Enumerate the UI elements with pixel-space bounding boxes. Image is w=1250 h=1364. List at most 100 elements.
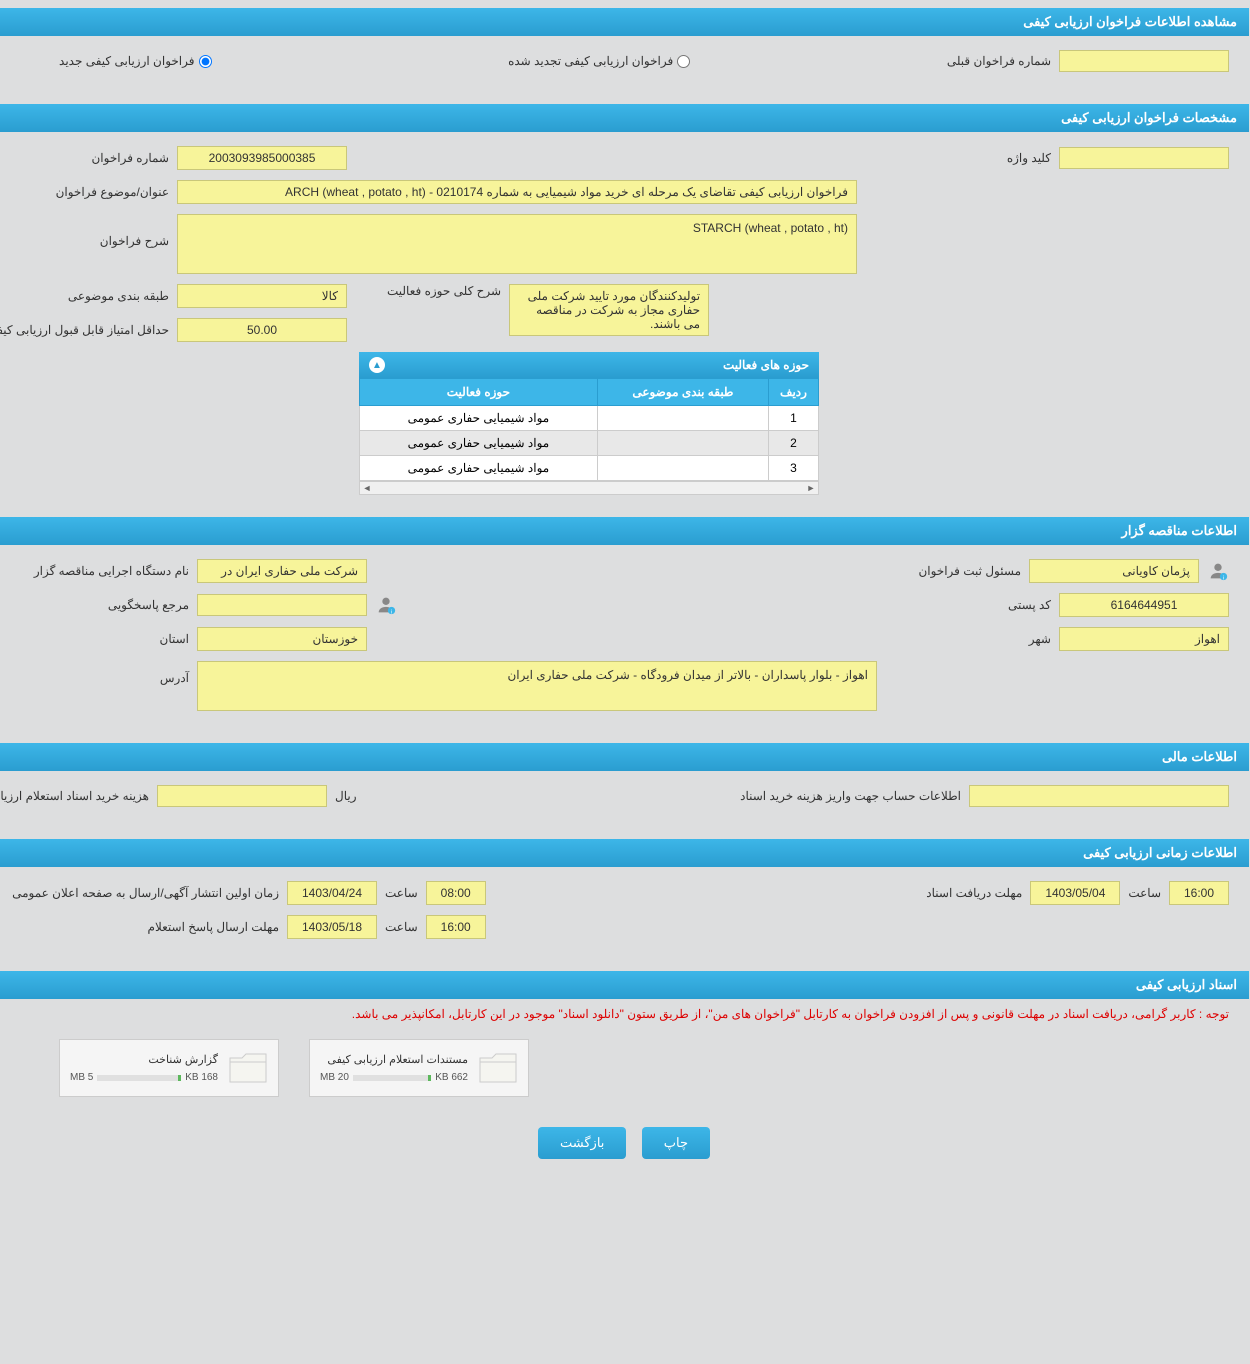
- cell-cat: [598, 406, 769, 431]
- doc-title: مستندات استعلام ارزیابی کیفی: [321, 1053, 469, 1066]
- user-icon: i: [1208, 560, 1230, 582]
- province-label: استان: [20, 632, 190, 646]
- recv-date-field: 1403/05/04: [1031, 881, 1121, 905]
- postal-label: کد پستی: [1009, 598, 1052, 612]
- top-options: فراخوان ارزیابی کیفی جدید فراخوان ارزیاب…: [0, 36, 1250, 96]
- radio-new[interactable]: [200, 55, 213, 68]
- docs-row: گزارش شناخت 168 KB 5 MB مستندات استعلام …: [0, 1029, 1250, 1107]
- time-label-3: ساعت: [386, 920, 419, 934]
- responder-label: مرجع پاسخگویی: [20, 598, 190, 612]
- radio-renewed[interactable]: [678, 55, 691, 68]
- recv-deadline-label: مهلت دریافت اسناد: [927, 886, 1023, 900]
- spec-header: مشخصات فراخوان ارزیابی کیفی: [0, 104, 1250, 132]
- doc-size: 662 KB: [436, 1072, 469, 1083]
- responder-field: [198, 594, 368, 616]
- scroll-left-icon[interactable]: ◄: [361, 482, 375, 494]
- doc-card[interactable]: مستندات استعلام ارزیابی کیفی 662 KB 20 M…: [310, 1039, 530, 1097]
- table-row: 2 مواد شیمیایی حفاری عمومی: [361, 431, 820, 456]
- timing-body: زمان اولین انتشار آگهی/ارسال به صفحه اعل…: [0, 867, 1250, 963]
- pub-date-label: زمان اولین انتشار آگهی/ارسال به صفحه اعل…: [20, 886, 280, 900]
- time-label-1: ساعت: [386, 886, 419, 900]
- print-button[interactable]: چاپ: [643, 1127, 711, 1159]
- activity-table: ردیف طبقه بندی موضوعی حوزه فعالیت 1 مواد…: [360, 378, 820, 481]
- folder-icon: [479, 1050, 519, 1086]
- radio-renewed-label: فراخوان ارزیابی کیفی تجدید شده: [509, 54, 674, 68]
- city-label: شهر: [1030, 632, 1052, 646]
- docs-note: توجه : کاربر گرامی، دریافت اسناد در مهلت…: [0, 999, 1250, 1029]
- exec-org-label: نام دستگاه اجرایی مناقصه گزار: [20, 564, 190, 578]
- timing-header: اطلاعات زمانی ارزیابی کیفی: [0, 839, 1250, 867]
- financial-body: هزینه خرید اسناد استعلام ارزیابی کیفی ری…: [0, 771, 1250, 831]
- exec-org-field: شرکت ملی حفاری ایران در: [198, 559, 368, 583]
- desc-field: STARCH (wheat , potato , ht): [178, 214, 858, 274]
- collapse-icon[interactable]: ▲: [370, 357, 386, 373]
- subject-field: فراخوان ارزیابی کیفی تقاضای یک مرحله ای …: [178, 180, 858, 204]
- address-field: اهواز - بلوار پاسداران - بالاتر از میدان…: [198, 661, 878, 711]
- size-bar: [354, 1075, 432, 1081]
- city-field: اهواز: [1060, 627, 1230, 651]
- radio-renewed-wrap: فراخوان ارزیابی کیفی تجدید شده: [509, 54, 691, 68]
- doc-card[interactable]: گزارش شناخت 168 KB 5 MB: [60, 1039, 280, 1097]
- account-label: اطلاعات حساب جهت واریز هزینه خرید اسناد: [832, 789, 962, 803]
- cell-act: مواد شیمیایی حفاری عمومی: [361, 431, 599, 456]
- radio-new-wrap: فراخوان ارزیابی کیفی جدید: [60, 54, 212, 68]
- account-field: [970, 785, 1230, 807]
- keyword-field: [1060, 147, 1230, 169]
- subject-label: عنوان/موضوع فراخوان: [20, 185, 170, 199]
- send-time-field: 16:00: [427, 915, 487, 939]
- table-scrollbar[interactable]: ◄ ►: [360, 481, 820, 495]
- activity-desc-label: شرح کلی حوزه فعالیت: [388, 284, 502, 298]
- col-activity: حوزه فعالیت: [361, 379, 599, 406]
- doc-size: 168 KB: [186, 1072, 219, 1083]
- call-no-field: 2003093985000385: [178, 146, 348, 170]
- currency-label: ریال: [336, 789, 358, 803]
- cell-n: 1: [770, 406, 820, 431]
- time-label-2: ساعت: [1129, 886, 1162, 900]
- doc-max: 5 MB: [71, 1072, 94, 1083]
- table-row: 3 مواد شیمیایی حفاری عمومی: [361, 456, 820, 481]
- keyword-label: کلید واژه: [1008, 151, 1052, 165]
- back-button[interactable]: بازگشت: [539, 1127, 627, 1159]
- size-bar: [98, 1075, 182, 1081]
- cell-n: 3: [770, 456, 820, 481]
- doc-title: گزارش شناخت: [71, 1053, 219, 1066]
- user-icon: i: [376, 594, 398, 616]
- prev-call-label: شماره فراخوان قبلی: [948, 54, 1052, 68]
- financial-header: اطلاعات مالی: [0, 743, 1250, 771]
- cell-cat: [598, 456, 769, 481]
- folder-icon: [229, 1050, 269, 1086]
- org-header: اطلاعات مناقصه گزار: [0, 517, 1250, 545]
- pub-date-field: 1403/04/24: [288, 881, 378, 905]
- docs-header: اسناد ارزیابی کیفی: [0, 971, 1250, 999]
- activity-panel: حوزه های فعالیت ▲ ردیف طبقه بندی موضوعی …: [360, 352, 820, 495]
- svg-text:i: i: [1224, 575, 1225, 581]
- call-no-label: شماره فراخوان: [20, 151, 170, 165]
- pub-time-field: 08:00: [427, 881, 487, 905]
- table-row: 1 مواد شیمیایی حفاری عمومی: [361, 406, 820, 431]
- col-category: طبقه بندی موضوعی: [598, 379, 769, 406]
- activity-desc-field: تولیدکنندگان مورد تایید شرکت ملی حفاری م…: [510, 284, 710, 336]
- registrar-label: مسئول ثبت فراخوان: [919, 564, 1022, 578]
- buy-cost-label: هزینه خرید اسناد استعلام ارزیابی کیفی: [20, 789, 150, 803]
- postal-field: 6164644951: [1060, 593, 1230, 617]
- doc-max: 20 MB: [321, 1072, 350, 1083]
- buy-cost-field: [158, 785, 328, 807]
- col-row: ردیف: [770, 379, 820, 406]
- button-row: چاپ بازگشت: [0, 1107, 1250, 1189]
- spec-body: شماره فراخوان 2003093985000385 کلید واژه…: [0, 132, 1250, 509]
- activity-header: حوزه های فعالیت ▲: [360, 352, 820, 378]
- send-deadline-label: مهلت ارسال پاسخ استعلام: [20, 920, 280, 934]
- cell-act: مواد شیمیایی حفاری عمومی: [361, 406, 599, 431]
- min-score-label: حداقل امتیاز قابل قبول ارزیابی کیفی: [20, 323, 170, 337]
- scroll-right-icon[interactable]: ►: [805, 482, 819, 494]
- cell-cat: [598, 431, 769, 456]
- min-score-field: 50.00: [178, 318, 348, 342]
- desc-label: شرح فراخوان: [20, 214, 170, 248]
- registrar-field: پژمان کاویانی: [1030, 559, 1200, 583]
- org-body: نام دستگاه اجرایی مناقصه گزار شرکت ملی ح…: [0, 545, 1250, 735]
- category-field: کالا: [178, 284, 348, 308]
- send-date-field: 1403/05/18: [288, 915, 378, 939]
- svg-text:i: i: [392, 609, 393, 615]
- page-title-header: مشاهده اطلاعات فراخوان ارزیابی کیفی: [0, 8, 1250, 36]
- province-field: خوزستان: [198, 627, 368, 651]
